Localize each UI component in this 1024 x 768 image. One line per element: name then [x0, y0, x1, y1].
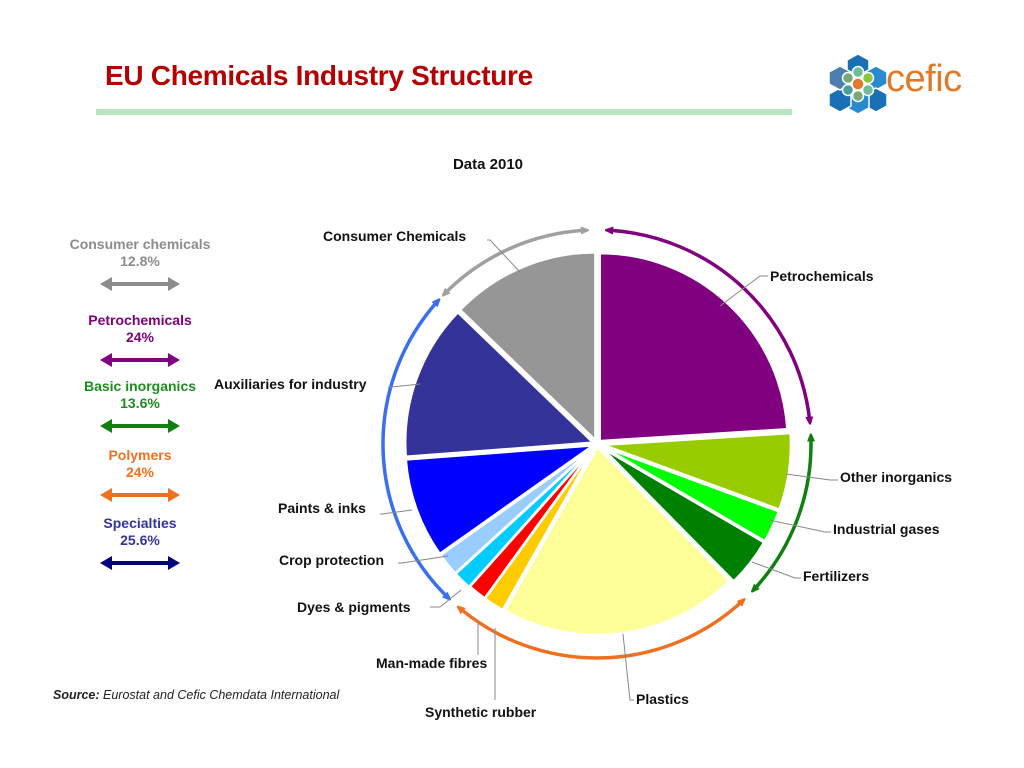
leader-lines — [380, 239, 838, 701]
legend-label: Consumer chemicals — [69, 236, 211, 252]
legend-label: Specialties — [103, 515, 177, 531]
source-note: Source: Eurostat and Cefic Chemdata Inte… — [53, 688, 339, 702]
double-arrow-icon — [100, 419, 180, 433]
leader-line — [388, 383, 421, 388]
legend-value: 12.8% — [120, 253, 160, 269]
group-arrow-polymers — [459, 601, 743, 660]
double-arrow-icon — [100, 556, 180, 570]
group-arrow-basic-inorganics — [754, 437, 811, 590]
legend-polymers: Polymers 24% — [50, 447, 230, 503]
legend-basic-inorganics: Basic inorganics 13.6% — [50, 378, 230, 434]
slice-label: Industrial gases — [833, 521, 940, 537]
source-prefix: Source: — [53, 688, 100, 702]
slice-label: Synthetic rubber — [425, 704, 537, 720]
leader-line — [398, 555, 449, 564]
leader-line — [380, 509, 413, 515]
leader-line — [768, 519, 831, 533]
cefic-logo: cefic — [828, 52, 978, 116]
legend-petrochemicals: Petrochemicals 24% — [50, 312, 230, 368]
slice-label: Petrochemicals — [770, 268, 874, 284]
leader-line — [785, 473, 838, 481]
legend-value: 13.6% — [120, 395, 160, 411]
pie-slice-petrochemicals — [598, 251, 789, 443]
source-text: Eurostat and Cefic Chemdata Internationa… — [99, 688, 340, 702]
legend-value: 24% — [125, 329, 155, 345]
title-underline — [96, 109, 792, 115]
leader-line — [751, 561, 801, 579]
slice-label: Auxiliaries for industry — [214, 376, 367, 392]
group-arrows — [381, 230, 811, 660]
page-title: EU Chemicals Industry Structure — [105, 60, 533, 91]
slice-label: Crop protection — [279, 552, 384, 568]
logo-wordmark: cefic — [886, 58, 962, 100]
legend-consumer-chemicals: Consumer chemicals 12.8% — [50, 236, 230, 292]
legend-label: Petrochemicals — [88, 312, 192, 328]
legend-label: Polymers — [108, 447, 172, 463]
group-arrow-consumer-chemicals — [444, 230, 585, 294]
legend-specialties: Specialties 25.6% — [50, 515, 230, 571]
slice-label: Other inorganics — [840, 469, 952, 485]
slice-labels: Petrochemicals Other inorganics Industrial… — [214, 228, 952, 720]
hexagon-cluster-icon — [828, 53, 888, 115]
chart-title: Data 2010 — [452, 156, 524, 173]
slice-label: Dyes & pigments — [297, 599, 411, 615]
leader-line — [719, 275, 768, 307]
double-arrow-icon — [100, 353, 180, 367]
double-arrow-icon — [100, 277, 180, 291]
leader-line — [430, 589, 462, 608]
leader-line — [622, 633, 634, 701]
slice-label: Plastics — [636, 691, 689, 707]
slice-label: Paints & inks — [278, 500, 366, 516]
pie-slices — [404, 251, 793, 637]
leader-line — [487, 239, 521, 273]
group-arrow-specialties — [381, 301, 448, 598]
legend-value: 24% — [125, 464, 155, 480]
double-arrow-icon — [100, 488, 180, 502]
slice-label: Consumer Chemicals — [323, 228, 466, 244]
legend-value: 25.6% — [120, 532, 160, 548]
group-arrow-petrochemicals — [608, 230, 810, 421]
slice-label: Fertilizers — [803, 568, 869, 584]
legend-label: Basic inorganics — [83, 378, 197, 394]
slice-label: Man-made fibres — [376, 655, 487, 671]
